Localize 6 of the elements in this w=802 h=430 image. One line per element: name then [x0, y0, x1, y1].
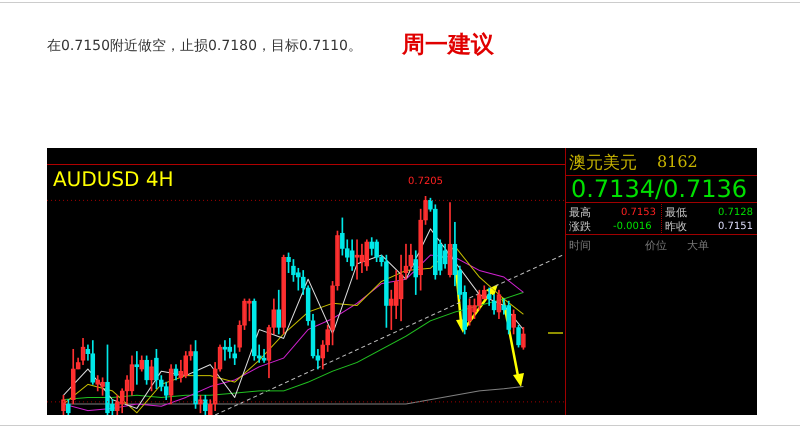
text: AUDUSD 4H [53, 167, 174, 191]
candlestick [286, 252, 291, 273]
chart-subtitle: 在0.7150附近做空，止损0.7180，目标0.7110。 [47, 37, 362, 55]
quote-panel: 澳元美元 8162 0.7134/0.7136 最高 0.7153 最低 0.7128 涨跌 -0.0016 昨收 0.7151 时间 价位 大单 [565, 148, 757, 415]
annotation: 0.7205 [408, 176, 444, 187]
chart-title: 周一建议 [402, 31, 494, 60]
